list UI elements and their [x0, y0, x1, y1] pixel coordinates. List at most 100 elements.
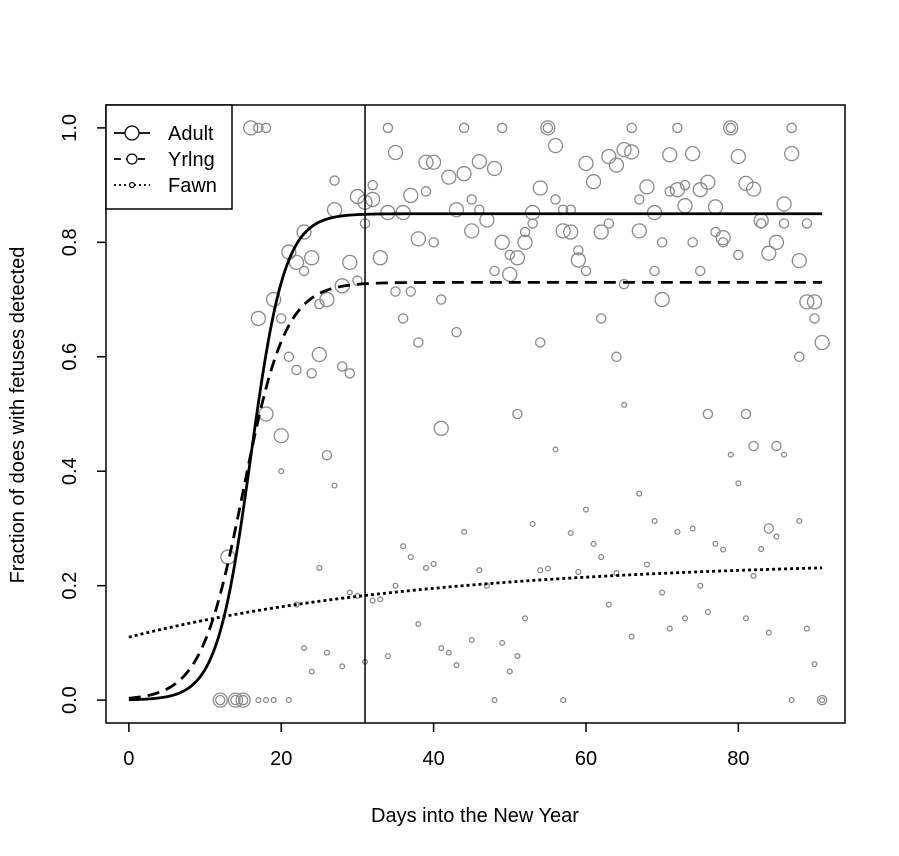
- plot-frame: [105, 104, 846, 724]
- curve-fawn: [128, 566, 823, 639]
- point-adult: [654, 291, 670, 308]
- x-tick-label: 60: [575, 748, 597, 770]
- point-fawn: [697, 582, 704, 589]
- point-fawn: [765, 629, 772, 636]
- point-adult: [532, 180, 548, 196]
- point-adult: [212, 692, 228, 708]
- point-fawn: [308, 668, 315, 675]
- point-adult: [227, 692, 244, 708]
- y-tick-label: 1.0: [59, 114, 81, 142]
- point-fawn: [400, 543, 407, 550]
- point-adult: [684, 145, 701, 162]
- point-yrlng: [603, 218, 615, 229]
- point-yrlng: [816, 694, 828, 706]
- point-fawn: [331, 482, 338, 489]
- point-adult: [799, 294, 815, 310]
- point-fawn: [735, 480, 742, 487]
- x-tick-label: 0: [123, 748, 134, 770]
- point-fawn: [407, 554, 414, 561]
- legend-label-yrlng: Yrlng: [168, 149, 215, 171]
- point-yrlng: [344, 368, 356, 379]
- point-fawn: [278, 468, 285, 475]
- point-fawn: [316, 564, 323, 571]
- point-yrlng: [595, 313, 607, 324]
- point-yrlng: [298, 265, 310, 277]
- point-yrlng: [336, 361, 348, 372]
- point-adult: [250, 310, 267, 327]
- point-adult: [418, 154, 434, 170]
- x-tick-label: 80: [727, 748, 749, 770]
- point-adult: [570, 252, 587, 268]
- point-fawn: [301, 644, 308, 652]
- point-adult: [631, 223, 647, 239]
- point-fawn: [651, 517, 658, 525]
- point-adult: [563, 224, 579, 240]
- point-adult: [616, 141, 632, 158]
- point-fawn: [758, 545, 765, 553]
- point-adult: [258, 406, 274, 422]
- point-adult: [814, 334, 830, 351]
- point-yrlng: [275, 313, 287, 324]
- point-adult: [692, 182, 708, 198]
- point-yrlng: [733, 249, 744, 261]
- point-yrlng: [367, 179, 378, 191]
- point-fawn: [506, 668, 513, 675]
- point-fawn: [750, 572, 757, 579]
- point-yrlng: [649, 265, 660, 277]
- point-fawn: [521, 615, 529, 622]
- point-yrlng: [618, 278, 630, 290]
- point-yrlng: [763, 523, 775, 534]
- legend-label-fawn: Fawn: [168, 175, 217, 197]
- point-adult: [578, 155, 594, 172]
- point-adult: [311, 346, 327, 363]
- x-tick-label: 20: [270, 748, 292, 770]
- point-fawn: [681, 615, 689, 622]
- point-yrlng: [771, 440, 782, 452]
- point-yrlng: [535, 337, 546, 348]
- point-yrlng: [786, 122, 797, 134]
- point-fawn: [598, 554, 605, 561]
- point-fawn: [445, 649, 452, 656]
- point-adult: [540, 120, 556, 136]
- point-yrlng: [260, 122, 272, 134]
- point-yrlng: [755, 218, 767, 229]
- point-fawn: [438, 644, 445, 652]
- point-yrlng: [458, 122, 470, 134]
- point-yrlng: [390, 286, 401, 297]
- point-adult: [319, 291, 335, 308]
- point-adult: [456, 166, 472, 182]
- fitted-curves: [128, 212, 823, 702]
- curve-yrlng: [128, 280, 823, 700]
- point-fawn: [369, 597, 376, 604]
- point-yrlng: [679, 179, 691, 191]
- point-adult: [753, 212, 769, 229]
- point-yrlng: [397, 313, 409, 324]
- point-yrlng: [702, 408, 714, 420]
- point-yrlng: [489, 265, 500, 277]
- point-yrlng: [694, 265, 706, 277]
- point-adult: [403, 187, 419, 204]
- y-tick-label: 0.4: [59, 457, 81, 485]
- point-adult: [265, 291, 282, 308]
- point-adult: [372, 250, 388, 266]
- point-yrlng: [466, 194, 477, 205]
- point-fawn: [323, 649, 330, 656]
- point-adult: [723, 120, 739, 136]
- point-adult: [304, 250, 320, 266]
- point-adult: [624, 144, 640, 160]
- point-fawn: [720, 546, 727, 553]
- point-fawn: [270, 697, 277, 704]
- point-yrlng: [725, 122, 736, 134]
- y-tick-label: 0.8: [59, 228, 81, 256]
- point-yrlng: [512, 408, 523, 420]
- point-fawn: [529, 520, 536, 527]
- point-fawn: [636, 490, 643, 497]
- point-fawn: [476, 567, 483, 574]
- point-yrlng: [634, 194, 645, 205]
- point-fawn: [582, 506, 590, 513]
- point-adult: [464, 223, 480, 239]
- point-yrlng: [580, 265, 592, 277]
- point-fawn: [461, 528, 468, 535]
- point-fawn: [537, 567, 544, 574]
